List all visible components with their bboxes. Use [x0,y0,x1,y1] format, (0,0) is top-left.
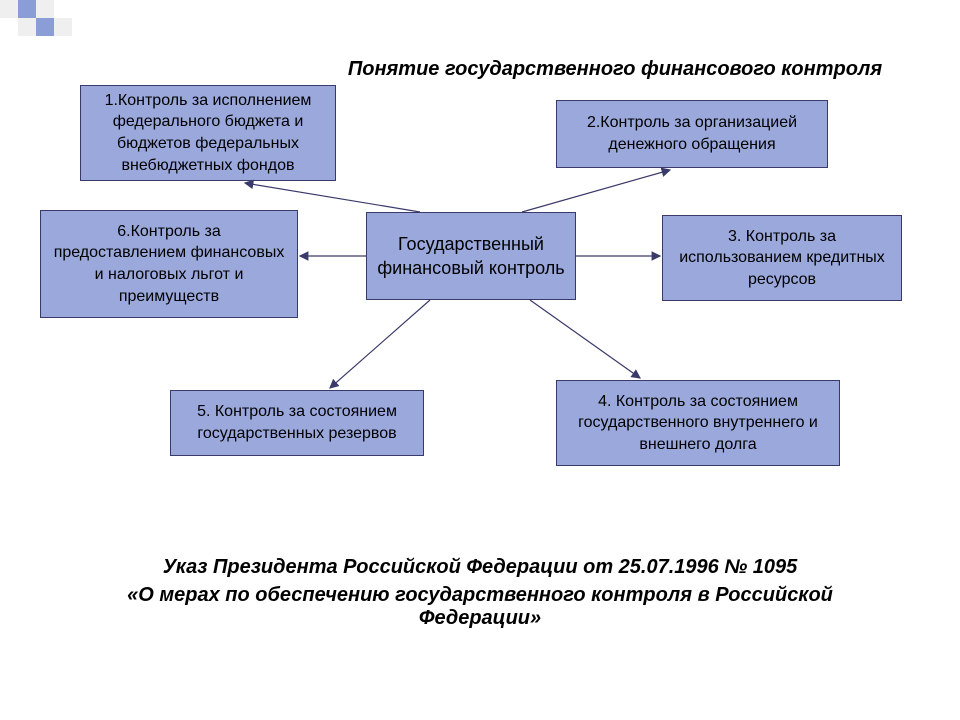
node-n5: 5. Контроль за состоянием государственны… [170,390,424,456]
node-n4: 4. Контроль за состоянием государственно… [556,380,840,466]
node-n3: 3. Контроль за использованием кредитных … [662,215,902,301]
caption-line2: «О мерах по обеспечению государственного… [0,584,960,630]
page-title: Понятие государственного финансового кон… [335,58,895,81]
deco-square [18,18,36,36]
caption-line1: Указ Президента Российской Федерации от … [0,556,960,579]
deco-square [0,18,18,36]
deco-square [36,0,54,18]
node-n1: 1.Контроль за исполнением федерального б… [80,85,336,181]
node-n2: 2.Контроль за организацией денежного обр… [556,100,828,168]
deco-square [36,18,54,36]
node-n6: 6.Контроль за предоставлением финансовых… [40,210,298,318]
deco-square [54,18,72,36]
corner-decoration [0,0,80,50]
deco-square [18,0,36,18]
deco-square [0,0,18,18]
center-node: Государственный финансовый контроль [366,212,576,300]
